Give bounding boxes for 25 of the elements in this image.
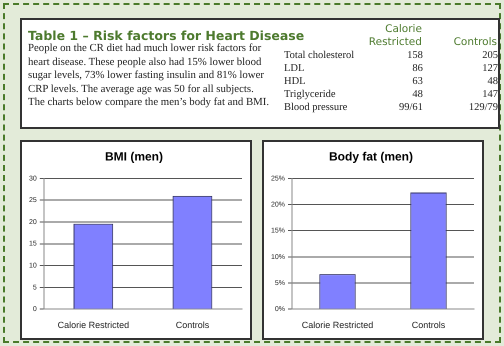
text: 147 bbox=[481, 88, 498, 101]
text: 129/79 bbox=[468, 101, 498, 114]
text: People on the CR diet had much lower risk factors for heart disease. These people also had 15% lower blood sugar levels, 73% lower fasting insulin and 81% lower CRP levels. The average age was 50 for all subjects. The charts below compare the men’s body fat and BMI. bbox=[28, 42, 270, 110]
text: 48 bbox=[486, 75, 498, 88]
x-tick-label: Controls bbox=[412, 320, 446, 330]
x-tick-label: Calorie Restricted bbox=[58, 320, 130, 330]
text: Controls bbox=[452, 34, 498, 49]
text: Total cholesterol bbox=[284, 49, 354, 62]
text: 99/61 bbox=[398, 101, 423, 114]
text: HDL bbox=[284, 75, 307, 88]
text: Triglyceride bbox=[284, 88, 337, 101]
x-tick-label: Calorie Restricted bbox=[302, 320, 374, 330]
text: LDL bbox=[284, 62, 306, 75]
text: 158 bbox=[406, 49, 423, 62]
text: Calorie Restricted bbox=[368, 22, 423, 49]
text: Table 1 – Risk factors for Heart Disease bbox=[28, 28, 304, 43]
text: 48 bbox=[411, 88, 423, 101]
text: 127 bbox=[481, 62, 498, 75]
text: Blood pressure bbox=[284, 101, 348, 114]
text: 86 bbox=[411, 62, 423, 75]
x-tick-label: Controls bbox=[176, 320, 210, 330]
chart-title: Body fat (men) bbox=[329, 150, 414, 164]
text: 63 bbox=[411, 75, 423, 88]
chart-title: BMI (men) bbox=[105, 150, 163, 164]
text: 205 bbox=[481, 49, 498, 62]
